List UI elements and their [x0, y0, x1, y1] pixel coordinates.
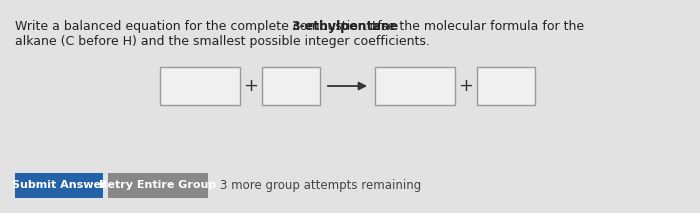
- Text: 3-ethylpentane: 3-ethylpentane: [291, 20, 399, 33]
- Bar: [108, 173, 208, 198]
- Text: Write a balanced equation for the complete combustion of: Write a balanced equation for the comple…: [15, 20, 386, 33]
- Bar: [160, 67, 240, 105]
- Text: alkane (C before H) and the smallest possible integer coefficients.: alkane (C before H) and the smallest pos…: [15, 35, 430, 48]
- Bar: [477, 67, 535, 105]
- Bar: [375, 67, 455, 105]
- Text: Retry Entire Group: Retry Entire Group: [99, 180, 216, 190]
- Text: +: +: [458, 77, 473, 95]
- Bar: [262, 67, 320, 105]
- Text: +: +: [244, 77, 258, 95]
- Text: . Use the molecular formula for the: . Use the molecular formula for the: [363, 20, 584, 33]
- Bar: [15, 173, 103, 198]
- Text: Submit Answer: Submit Answer: [12, 180, 106, 190]
- Text: 3 more group attempts remaining: 3 more group attempts remaining: [220, 179, 421, 192]
